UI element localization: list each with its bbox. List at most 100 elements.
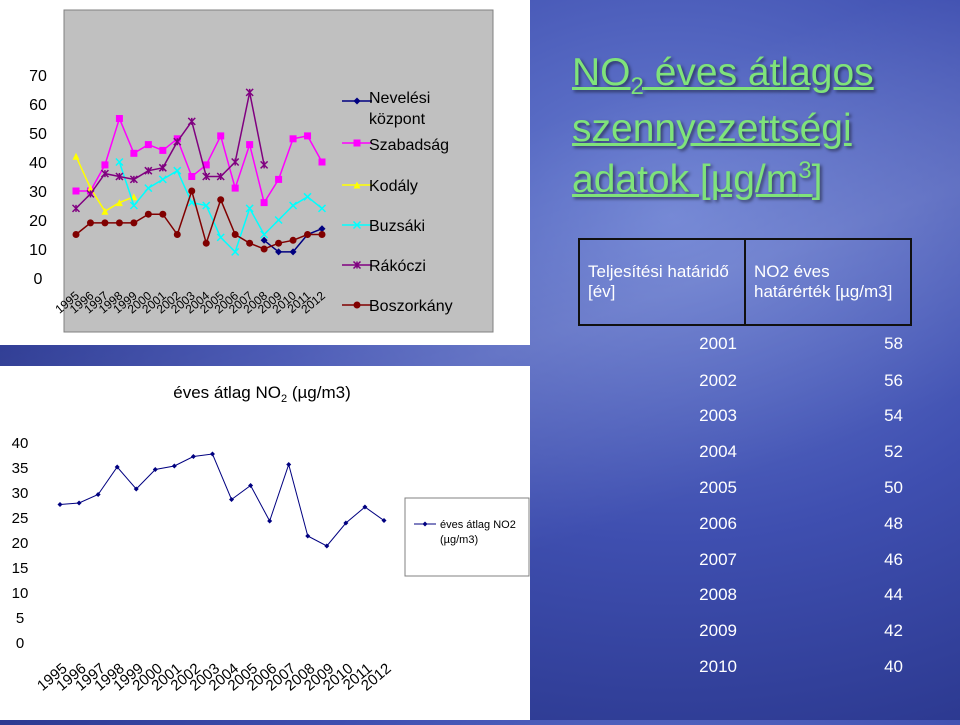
table-cell-year: 2005 [699,477,737,497]
data-point [274,215,283,225]
table-row: 2006 48 [579,506,911,542]
data-point [275,175,283,183]
y-tick-label: 5 [16,610,24,627]
data-point [188,173,196,180]
table-cell-year: 2001 [699,334,737,354]
data-point [343,520,349,526]
data-point [286,462,292,467]
data-point [187,117,196,126]
data-point [353,139,361,147]
legend-item: Szabadság [342,137,449,154]
table-header-limit: NO2 éves határérték [µg/m3] [744,238,912,326]
y-tick-label: 0 [34,271,43,288]
y-tick-label: 20 [12,535,29,552]
y-tick-label: 35 [12,460,29,477]
y-tick-label: 30 [12,485,29,502]
legend-item: éves átlag NO2 (µg/m3) [414,519,516,546]
data-point [86,219,94,227]
table-cell-year: 2008 [699,585,737,605]
legend-label: Nevelési [369,90,430,107]
table-cell-year: 2003 [699,406,737,426]
table-cell-limit: 48 [884,513,903,533]
table-row: 2003 54 [579,398,911,434]
table-cell-limit: 42 [884,621,903,641]
series-path [76,116,323,205]
data-point [115,172,124,181]
legend-item: Nevelési központ [342,90,430,128]
data-point [305,533,311,539]
table-row: 2007 46 [579,542,911,578]
data-point [202,201,211,210]
table-cell-limit: 44 [884,585,903,605]
stations-chart: Monitorállomások éves NO 2 átlagai 01020… [0,0,530,345]
legend-label: Szabadság [369,137,449,154]
annual-average-chart-title: éves átlag NO2 (µg/m3) [173,383,351,405]
data-point [144,184,153,193]
slide-title: NO2 éves átlagos szennyezettségi adatok … [572,52,932,201]
data-point [152,467,158,472]
data-point [289,236,297,244]
data-point [229,497,235,502]
slide-title-superscript: 3 [798,156,812,184]
data-point [129,175,138,184]
data-point [318,225,326,233]
data-point [173,166,182,175]
table-cell-year: 2007 [699,549,737,569]
data-point [86,189,95,198]
data-point [260,230,269,239]
series-line [71,88,269,213]
data-point [317,204,327,213]
y-tick-label: 40 [29,155,47,172]
data-point [353,301,361,309]
data-point [275,239,283,247]
legend-item: Boszorkány [342,298,453,315]
data-point [202,239,210,247]
data-point [101,219,109,227]
slide-title-prefix: NO [572,51,631,94]
data-point [362,504,368,510]
table-cell-limit: 52 [884,442,903,462]
data-point [275,248,283,256]
table-cell-limit: 50 [884,477,903,497]
data-point [248,483,254,488]
table-cell-limit: 40 [884,657,903,677]
series-line [72,152,138,215]
data-point [158,163,167,172]
data-point [245,204,254,213]
data-point [231,184,239,192]
limit-values-table: Teljesítési határidő [év] NO2 éves határ… [578,238,912,685]
data-point [231,157,240,167]
series-line [115,157,327,256]
stations-chart-svg: Monitorállomások éves NO 2 átlagai 01020… [29,9,494,333]
data-point [422,521,428,527]
table-row: 2010 40 [579,649,911,685]
data-point [101,161,109,169]
legend-item: Kodály [342,178,418,195]
data-point [352,220,362,230]
table-cell-year: 2009 [699,621,737,641]
data-point [289,135,297,143]
slide-title-subscript: 2 [630,72,644,100]
data-point [158,175,167,184]
slide-title-middle: éves átlagos szennyezettségi adatok [µg/… [572,51,874,201]
data-point [159,210,167,218]
table-row: 2009 42 [579,613,911,649]
data-point [144,166,153,175]
data-point [202,161,210,169]
data-point [159,146,167,154]
data-point [76,500,82,506]
data-point [190,454,196,459]
table-cell-limit: 58 [884,334,903,354]
table-row: 2001 58 [579,325,911,363]
data-point [100,169,109,178]
data-point [260,199,268,207]
data-point [130,149,138,157]
y-tick-label: 50 [29,126,47,143]
data-point [144,141,152,149]
data-point [71,204,81,213]
data-point [115,115,123,122]
y-tick-label: 25 [12,510,29,527]
data-point [216,233,225,242]
legend-item: Rákóczi [342,258,426,275]
table-row: 2005 50 [579,470,911,506]
